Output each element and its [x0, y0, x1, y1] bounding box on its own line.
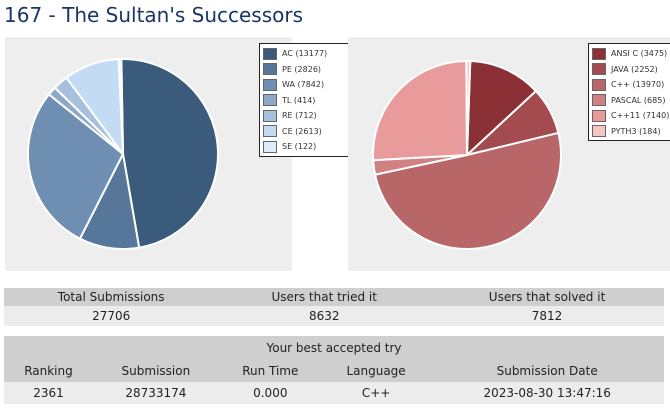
- languages-legend-item: C++11 (7140): [592, 108, 670, 124]
- ranking-value: 2361: [33, 386, 64, 400]
- languages-legend-label: C++ (13970): [611, 80, 665, 90]
- best-try-caption: Your best accepted try: [4, 336, 664, 359]
- languages-legend-swatch: [592, 78, 606, 91]
- submission-date-header: Submission Date: [496, 363, 598, 378]
- run-time-value: 0.000: [253, 386, 288, 400]
- verdicts-legend-swatch: [263, 78, 277, 91]
- users-solved-header: Users that solved it: [488, 290, 606, 304]
- submission-date-value: 2023-08-30 13:47:16: [483, 386, 611, 400]
- submission-header: Submission: [121, 363, 191, 378]
- verdicts-legend: AC (13177) PE (2826) WA (7842) TL (414) RE (…: [259, 43, 359, 157]
- verdicts-legend-item: AC (13177): [263, 46, 355, 62]
- best-try-caption-row: Your best accepted try: [4, 336, 664, 359]
- languages-legend-swatch: [592, 63, 606, 76]
- verdicts-legend-swatch: [263, 94, 277, 107]
- languages-legend-label: C++11 (7140): [611, 111, 670, 121]
- languages-slice-5: [465, 60, 472, 156]
- verdicts-legend-label: AC (13177): [282, 49, 328, 59]
- verdicts-pie-chart: [5, 37, 292, 271]
- language-header: Language: [346, 363, 406, 378]
- language-value: C++: [361, 386, 391, 400]
- submission-id-link[interactable]: 28733174: [125, 386, 187, 400]
- verdicts-legend-label: SE (122): [282, 142, 317, 152]
- languages-legend: ANSI C (3475) JAVA (2252) C++ (13970) PASCA…: [588, 43, 670, 141]
- languages-legend-label: ANSI C (3475): [611, 49, 668, 59]
- verdicts-legend-swatch: [263, 109, 277, 122]
- verdicts-legend-swatch: [263, 63, 277, 76]
- verdicts-legend-swatch: [263, 125, 277, 138]
- languages-slice-2: [373, 131, 562, 250]
- languages-legend-swatch: [592, 94, 606, 107]
- verdicts-legend-item: PE (2826): [263, 62, 355, 78]
- languages-slice-4: [372, 59, 469, 162]
- verdicts-legend-label: PE (2826): [282, 64, 322, 74]
- languages-legend-label: JAVA (2252): [611, 64, 658, 74]
- run-time-header: Run Time: [242, 363, 299, 378]
- users-solved-value: 7812: [531, 309, 563, 323]
- verdicts-legend-item: WA (7842): [263, 77, 355, 93]
- verdicts-legend-swatch: [263, 140, 277, 153]
- ranking-header: Ranking: [24, 363, 73, 378]
- best-try-header-row: Ranking Submission Run Time Language Sub…: [4, 359, 664, 382]
- languages-legend-item: C++ (13970): [592, 77, 670, 93]
- languages-slice-0: [465, 60, 538, 158]
- best-try-value-row: 2361 28733174 0.000 C++ 2023-08-30 13:47…: [4, 382, 664, 404]
- verdicts-pie-svg: [27, 57, 219, 250]
- best-accepted-try-table: Your best accepted try Ranking Submissio…: [4, 336, 664, 404]
- languages-legend-swatch: [592, 47, 606, 60]
- verdicts-slice-2: [27, 93, 125, 241]
- submission-stats-table: Total Submissions Users that tried it Us…: [4, 288, 664, 326]
- languages-legend-swatch: [592, 109, 606, 122]
- stats-value-row: 27706 8632 7812: [4, 306, 664, 326]
- total-submissions-value: 27706: [92, 309, 131, 323]
- verdicts-legend-label: CE (2613): [282, 126, 322, 136]
- verdicts-legend-label: WA (7842): [282, 80, 325, 90]
- verdicts-legend-item: TL (414): [263, 93, 355, 109]
- verdicts-legend-label: RE (712): [282, 111, 317, 121]
- verdicts-legend-item: RE (712): [263, 108, 355, 124]
- page-title: 167 - The Sultan's Successors: [4, 3, 304, 27]
- users-tried-value: 8632: [308, 309, 340, 323]
- languages-legend-item: PYTH3 (184): [592, 124, 670, 140]
- languages-legend-swatch: [592, 125, 606, 138]
- verdicts-legend-item: SE (122): [263, 139, 355, 155]
- languages-legend-item: ANSI C (3475): [592, 46, 670, 62]
- verdicts-legend-label: TL (414): [282, 95, 316, 105]
- verdicts-legend-item: CE (2613): [263, 124, 355, 140]
- languages-legend-label: PYTH3 (184): [611, 126, 661, 136]
- total-submissions-header: Total Submissions: [57, 290, 165, 304]
- languages-pie-svg: [372, 59, 562, 250]
- verdicts-slice-6: [117, 57, 124, 155]
- stats-header-row: Total Submissions Users that tried it Us…: [4, 288, 664, 306]
- users-tried-header: Users that tried it: [271, 290, 377, 304]
- languages-legend-item: JAVA (2252): [592, 62, 670, 78]
- languages-legend-item: PASCAL (685): [592, 93, 670, 109]
- languages-legend-label: PASCAL (685): [611, 95, 666, 105]
- verdicts-legend-swatch: [263, 47, 277, 60]
- verdicts-slice-0: [120, 58, 219, 249]
